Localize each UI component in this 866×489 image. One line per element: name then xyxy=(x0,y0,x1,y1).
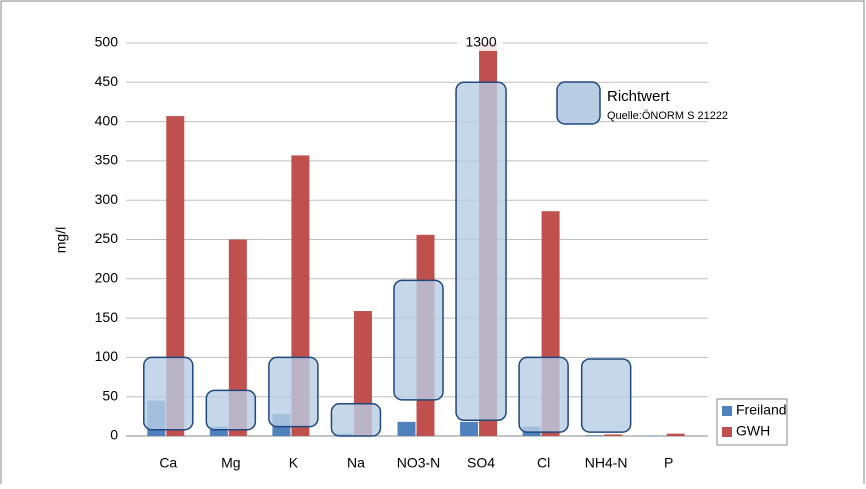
legend-swatch xyxy=(722,427,732,437)
legend-label: Freiland xyxy=(736,402,787,418)
y-tick-label: 300 xyxy=(95,191,119,207)
value-label: 1300 xyxy=(465,34,496,50)
y-tick-label: 50 xyxy=(102,387,118,403)
y-tick-label: 500 xyxy=(95,34,119,50)
guideline-range xyxy=(456,82,506,420)
x-tick-label: Ca xyxy=(159,455,177,471)
guideline-range xyxy=(394,280,443,399)
y-tick-label: 400 xyxy=(95,112,119,128)
bar xyxy=(398,422,416,436)
y-axis-label: mg/l xyxy=(53,227,69,253)
y-tick-label: 100 xyxy=(95,348,119,364)
legend-source: Quelle:ÖNORM S 21222 xyxy=(607,110,728,122)
x-tick-label: NO3-N xyxy=(397,455,441,471)
y-tick-label: 0 xyxy=(110,427,118,443)
y-tick-label: 250 xyxy=(95,230,119,246)
bar xyxy=(460,422,478,436)
bar xyxy=(585,435,603,436)
x-tick-label: Na xyxy=(347,455,365,471)
guideline-range xyxy=(519,357,568,432)
legend-label: Richtwert xyxy=(607,88,670,105)
x-tick-label: Cl xyxy=(537,455,550,471)
guideline-range xyxy=(206,390,255,429)
guideline-range xyxy=(269,357,318,426)
legend-swatch xyxy=(722,406,732,416)
x-tick-label: P xyxy=(664,455,673,471)
legend-label: GWH xyxy=(736,423,770,439)
x-tick-label: K xyxy=(289,455,299,471)
y-tick-label: 200 xyxy=(95,270,119,286)
guideline-range xyxy=(144,357,193,429)
bar xyxy=(604,434,622,436)
y-tick-label: 450 xyxy=(95,73,119,89)
bar xyxy=(667,434,685,436)
x-tick-label: NH4-N xyxy=(585,455,628,471)
guideline-range xyxy=(582,359,631,432)
guideline-range xyxy=(331,404,380,436)
x-tick-label: Mg xyxy=(221,455,240,471)
x-tick-label: SO4 xyxy=(467,455,495,471)
y-tick-label: 350 xyxy=(95,152,119,168)
legend-range-swatch xyxy=(557,82,600,124)
y-tick-label: 150 xyxy=(95,309,119,325)
